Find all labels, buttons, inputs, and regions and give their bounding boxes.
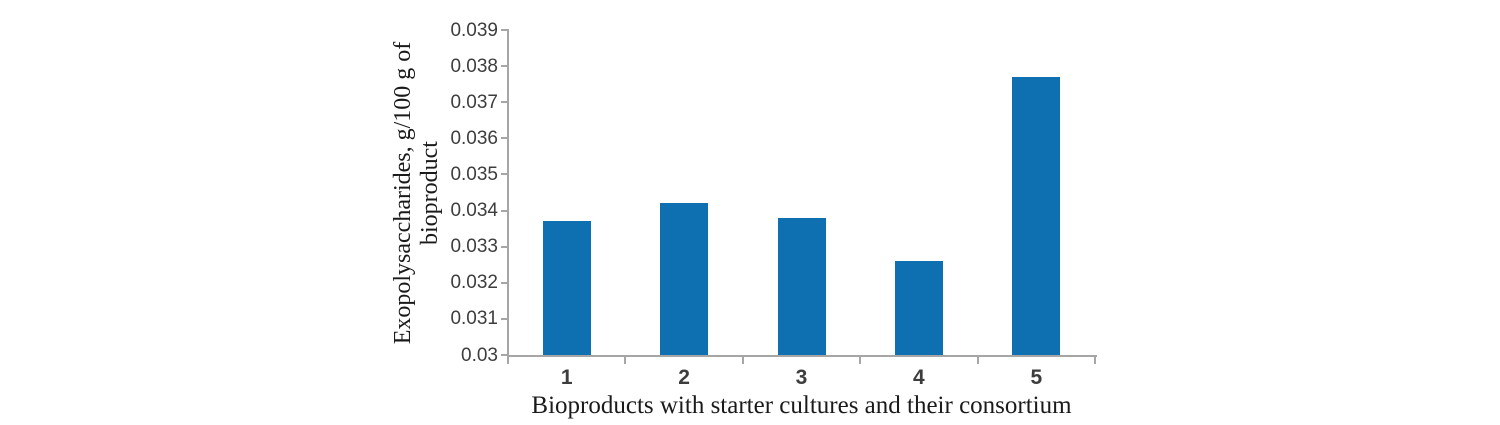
bar-category-5 [1012,76,1061,355]
bar-category-3 [777,217,826,355]
bar-category-2 [660,203,709,355]
y-tick-mark [501,209,509,212]
y-tick-label: 0.038 [450,55,498,77]
y-tick-label: 0.039 [450,19,498,41]
y-tick-label: 0.035 [450,163,498,185]
y-axis-title-line-1: Exopolysaccharides, g/100 g of [390,41,416,345]
x-axis-line [507,355,1097,357]
x-axis-title: Bioproducts with starter cultures and th… [531,392,1072,419]
y-tick-mark [501,137,509,140]
y-tick-label: 0.037 [450,91,498,113]
x-category-label: 5 [1030,366,1043,389]
y-tick-label: 0.036 [450,127,498,149]
x-category-label: 1 [560,366,573,389]
bar-category-4 [894,261,943,355]
y-tick-mark [501,317,509,320]
x-tick-mark [741,357,744,364]
y-axis-line [507,30,509,357]
y-tick-mark [501,173,509,176]
x-category-label: 4 [913,366,925,389]
x-category-label: 3 [795,366,808,389]
y-tick-mark [501,101,509,104]
bar-category-1 [542,221,591,355]
y-tick-label: 0.033 [450,236,498,258]
x-tick-mark [507,357,509,364]
x-tick-mark [624,357,627,364]
y-tick-label: 0.031 [450,308,498,330]
x-tick-mark [859,357,862,364]
y-tick-label: 0.034 [450,200,498,222]
y-tick-mark [501,281,509,284]
y-tick-mark [501,65,509,68]
y-tick-mark [501,29,509,31]
y-tick-label: 0.03 [461,344,498,366]
x-category-label: 2 [678,366,690,389]
x-tick-mark [1094,357,1096,364]
x-tick-mark [976,357,979,364]
y-tick-mark [501,354,509,356]
y-tick-label: 0.032 [450,272,498,294]
y-tick-mark [501,245,509,248]
